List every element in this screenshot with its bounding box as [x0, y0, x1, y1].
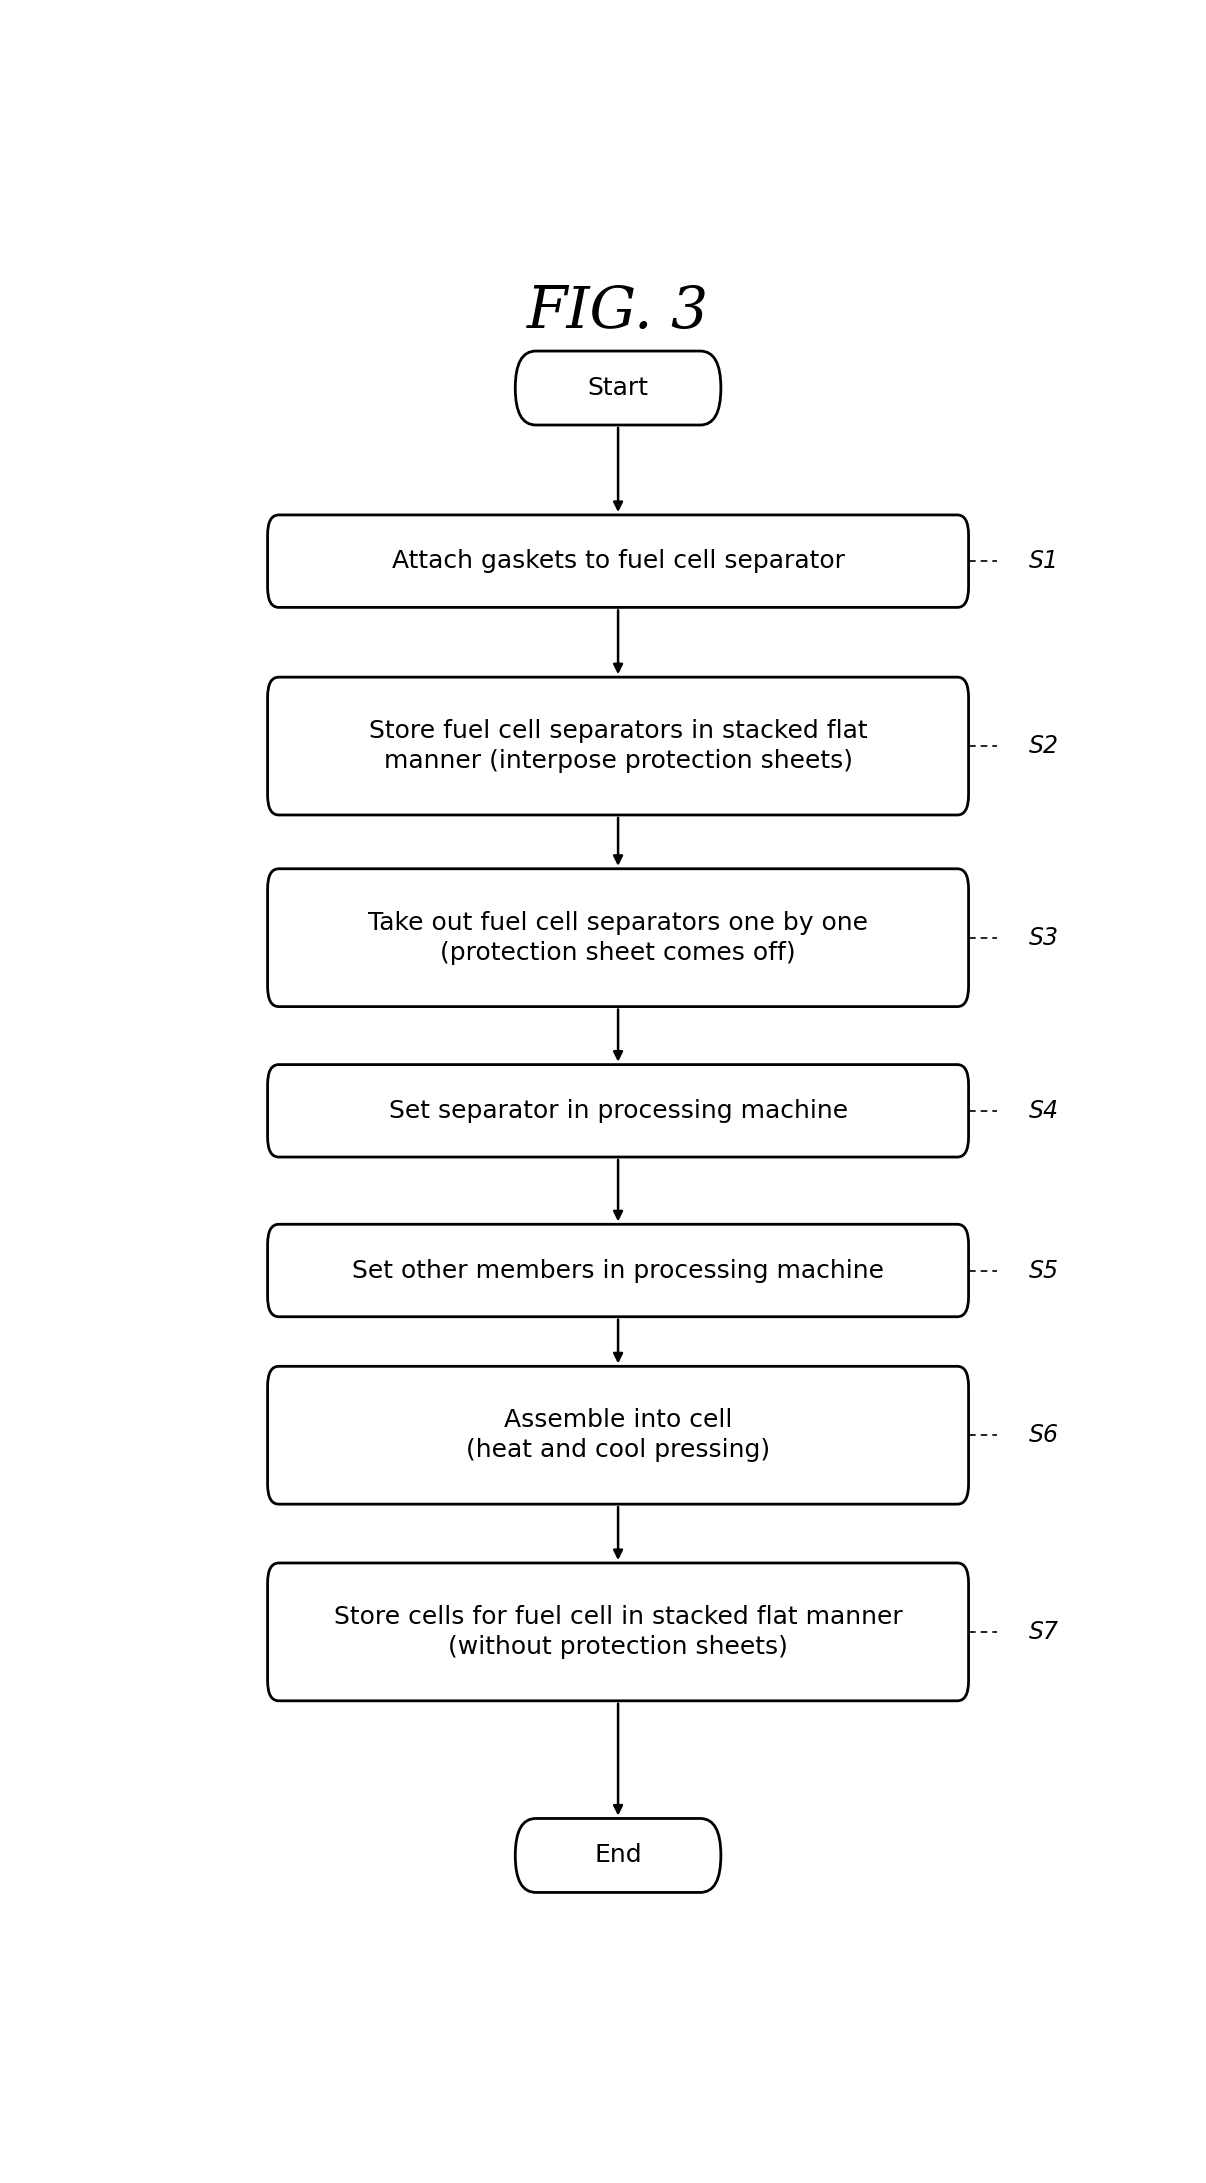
Text: End: End: [595, 1842, 642, 1866]
Text: S2: S2: [1030, 733, 1059, 758]
Text: FIG. 3: FIG. 3: [527, 284, 709, 341]
FancyBboxPatch shape: [515, 1818, 721, 1893]
Text: Take out fuel cell separators one by one
(protection sheet comes off): Take out fuel cell separators one by one…: [368, 910, 868, 965]
FancyBboxPatch shape: [268, 1563, 968, 1701]
Text: Assemble into cell
(heat and cool pressing): Assemble into cell (heat and cool pressi…: [466, 1408, 771, 1463]
Text: Store fuel cell separators in stacked flat
manner (interpose protection sheets): Store fuel cell separators in stacked fl…: [369, 718, 867, 773]
Text: S3: S3: [1030, 926, 1059, 950]
FancyBboxPatch shape: [268, 1065, 968, 1157]
Text: Attach gaskets to fuel cell separator: Attach gaskets to fuel cell separator: [392, 550, 844, 574]
Text: Set separator in processing machine: Set separator in processing machine: [388, 1098, 848, 1122]
Text: Start: Start: [587, 375, 649, 399]
Text: S7: S7: [1030, 1620, 1059, 1644]
Text: S1: S1: [1030, 550, 1059, 574]
FancyBboxPatch shape: [268, 869, 968, 1006]
FancyBboxPatch shape: [268, 1367, 968, 1504]
FancyBboxPatch shape: [268, 677, 968, 814]
FancyBboxPatch shape: [268, 1225, 968, 1316]
FancyBboxPatch shape: [268, 515, 968, 607]
Text: S4: S4: [1030, 1098, 1059, 1122]
FancyBboxPatch shape: [515, 351, 721, 426]
Text: Store cells for fuel cell in stacked flat manner
(without protection sheets): Store cells for fuel cell in stacked fla…: [334, 1605, 902, 1659]
Text: S5: S5: [1030, 1260, 1059, 1281]
Text: Set other members in processing machine: Set other members in processing machine: [352, 1260, 884, 1281]
Text: S6: S6: [1030, 1423, 1059, 1447]
